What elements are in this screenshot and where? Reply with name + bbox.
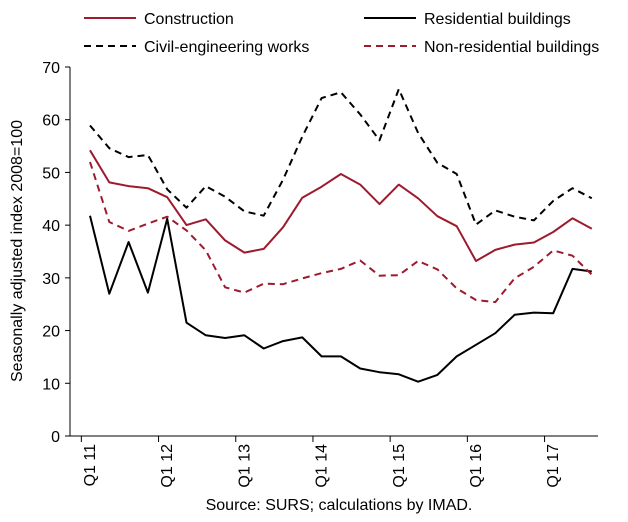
x-tick-label: Q1 14 xyxy=(314,444,331,488)
y-tick-label: 70 xyxy=(42,60,60,77)
y-ticks: 0 10 20 30 40 50 60 70 xyxy=(42,60,70,446)
x-tick-label: Q1 15 xyxy=(391,444,408,488)
x-tick-label: Q1 16 xyxy=(468,444,485,488)
legend: Construction Residential buildings Civil-e… xyxy=(84,11,599,56)
y-tick-label: 60 xyxy=(42,113,60,130)
x-tick-label: Q1 11 xyxy=(82,444,99,487)
plot-lines xyxy=(89,88,593,383)
legend-label-civil-engineering-works: Civil-engineering works xyxy=(144,39,309,56)
y-tick-label: 40 xyxy=(42,218,60,235)
y-tick-label: 20 xyxy=(42,324,60,341)
y-tick-label: 50 xyxy=(42,165,60,182)
x-ticks: Q1 11 Q1 12 Q1 13 Q1 14 Q1 15 Q1 16 Q1 17 xyxy=(80,436,562,488)
series-line-construction xyxy=(89,149,593,262)
series-line-civil-engineering-works xyxy=(89,88,593,226)
source-note: Source: SURS; calculations by IMAD. xyxy=(206,497,473,514)
axes xyxy=(69,67,598,437)
legend-label-non-residential-buildings: Non-residential buildings xyxy=(424,39,599,56)
x-tick-label: Q1 13 xyxy=(236,444,253,488)
legend-label-residential-buildings: Residential buildings xyxy=(424,11,571,28)
y-axis-label: Seasonally adjusted index 2008=100 xyxy=(9,120,26,382)
series-line-residential-buildings xyxy=(89,215,592,383)
y-tick-label: 10 xyxy=(42,376,60,393)
series-line-non-residential-buildings xyxy=(89,161,593,304)
x-tick-label: Q1 17 xyxy=(545,444,562,488)
y-tick-label: 0 xyxy=(51,429,60,446)
x-tick-label: Q1 12 xyxy=(159,444,176,488)
y-tick-label: 30 xyxy=(42,271,60,288)
legend-label-construction: Construction xyxy=(144,11,234,28)
